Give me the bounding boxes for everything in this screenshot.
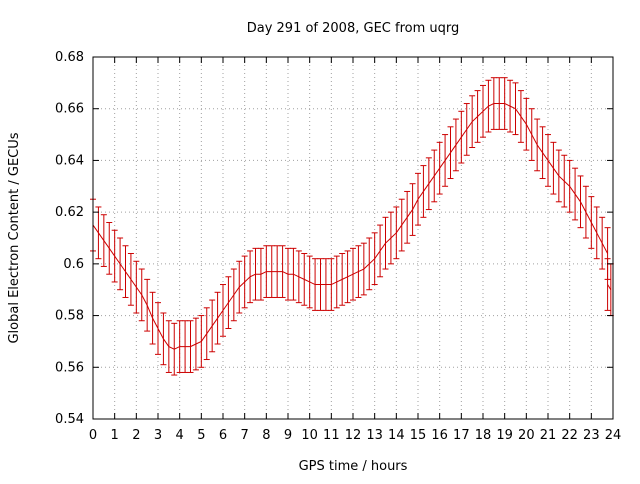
x-tick-label: 12 [345,428,362,443]
series-line [92,103,609,350]
x-tick-label: 2 [132,428,140,443]
x-tick-label: 8 [262,428,270,443]
y-tick-label: 0.68 [55,50,84,65]
x-tick-label: 14 [388,428,405,443]
series-0 [90,77,611,376]
y-axis-label: Global Electron Content / GECUs [7,132,22,343]
series-1 [604,258,614,317]
x-tick-label: 15 [410,428,427,443]
tick-labels: 0 1 2 3 4 5 6 7 8 9 10 11 12 13 14 15 16 17 18 19 20 21 22 23 24… [55,50,621,443]
x-tick-label: 3 [154,428,162,443]
x-tick-label: 0 [89,428,97,443]
chart-title: Day 291 of 2008, GEC from uqrg [247,21,460,36]
x-tick-label: 20 [518,428,535,443]
data-series [90,77,614,376]
y-tick-label: 0.64 [55,153,84,168]
x-tick-label: 22 [561,428,578,443]
series-line [607,284,612,290]
x-tick-label: 16 [431,428,448,443]
x-tick-label: 1 [111,428,119,443]
x-tick-label: 18 [475,428,492,443]
y-tick-label: 0.62 [55,205,84,220]
x-tick-label: 21 [540,428,557,443]
x-tick-label: 9 [284,428,292,443]
y-tick-label: 0.54 [55,412,84,427]
axis-ticks [92,56,614,420]
x-tick-label: 11 [323,428,340,443]
y-tick-label: 0.58 [55,309,84,324]
x-tick-label: 23 [583,428,600,443]
x-tick-label: 7 [241,428,249,443]
y-tick-label: 0.56 [55,360,84,375]
x-tick-label: 17 [453,428,470,443]
x-tick-label: 24 [605,428,622,443]
y-tick-label: 0.66 [55,102,84,117]
x-tick-label: 10 [301,428,318,443]
x-tick-label: 13 [366,428,383,443]
grid-lines [93,57,613,419]
x-axis-label: GPS time / hours [299,459,408,474]
x-tick-label: 19 [496,428,513,443]
y-tick-label: 0.6 [63,257,84,272]
x-tick-label: 5 [197,428,205,443]
x-tick-label: 4 [176,428,184,443]
x-tick-label: 6 [219,428,227,443]
